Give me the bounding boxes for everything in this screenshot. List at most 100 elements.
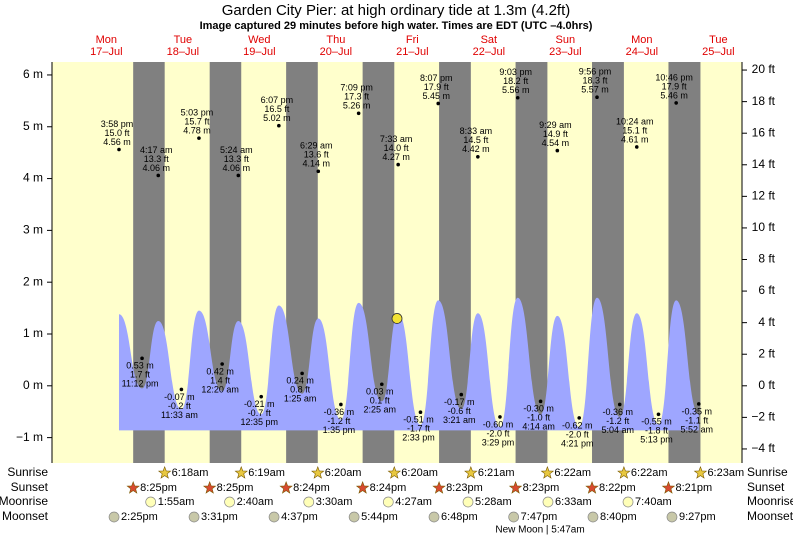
sunrise-icon [387, 465, 402, 479]
row-time: 8:23pm [446, 482, 483, 494]
y2-tick-label: 8 ft [758, 252, 775, 266]
tide-label: 12:20 am [201, 384, 239, 394]
tide-label: 5.46 m [660, 90, 688, 100]
tide-label: 3:29 pm [482, 437, 515, 447]
moonrise-icon [224, 496, 235, 508]
y2-tick-label: 2 ft [758, 346, 775, 360]
tide-label: 10:24 am [616, 116, 654, 126]
tide-label: 4.42 m [462, 144, 490, 154]
row-time: 6:18am [172, 467, 209, 479]
y-tick-label: 4 m [23, 171, 43, 185]
y-tick-label: 5 m [23, 119, 43, 133]
low-tide-dot [538, 399, 543, 404]
tide-label: -0.30 m [523, 404, 554, 414]
y2-tick-label: 16 ft [752, 125, 776, 139]
tide-label: 4:14 am [522, 422, 555, 432]
row-time: 3:31pm [201, 511, 238, 523]
tide-label: 4.06 m [142, 163, 170, 173]
sunrise-icon [157, 465, 172, 479]
high-tide-dot [476, 155, 480, 159]
high-tide-dot [674, 101, 678, 105]
tide-label: -1.2 ft [327, 416, 351, 426]
row-label: Moonset [2, 509, 49, 523]
tide-label: 9:29 am [539, 120, 572, 130]
tide-label: 14.9 ft [543, 129, 569, 139]
tide-label: 5:52 am [681, 424, 714, 434]
y2-tick-label: 14 ft [752, 157, 776, 171]
y-tick-label: 2 m [23, 274, 43, 288]
low-tide-dot [339, 402, 343, 407]
y2-tick-label: −4 ft [751, 441, 775, 455]
high-tide-dot [356, 111, 361, 116]
tide-label: 4:17 am [140, 145, 173, 155]
tide-label: 9:56 pm [579, 67, 612, 77]
row-time: 7:40am [635, 496, 672, 508]
row-time: 2:40am [237, 496, 274, 508]
row-time: 6:23am [707, 467, 744, 479]
tide-label: 9:03 pm [499, 67, 532, 77]
sunset-icon [126, 480, 140, 494]
high-tide-dot [316, 169, 321, 174]
date-label: 24–Jul [626, 46, 658, 58]
low-tide-dot [617, 402, 622, 407]
date-label: 25–Jul [702, 46, 734, 58]
row-time: 8:22pm [599, 482, 636, 494]
tide-label: 5.02 m [263, 113, 291, 123]
high-tide-dot [634, 145, 639, 149]
sunrise-icon [540, 465, 555, 479]
chart-subtitle: Image captured 29 minutes before high wa… [200, 20, 593, 32]
tide-label: -0.36 m [324, 407, 355, 417]
row-time: 5:28am [475, 496, 512, 508]
date-label: 20–Jul [320, 46, 352, 58]
row-time: 6:33am [555, 496, 592, 508]
y2-tick-label: 4 ft [758, 315, 775, 329]
tide-label: 7:33 am [380, 134, 413, 144]
tide-label: 11:12 pm [122, 379, 159, 389]
moonrise-icon [622, 496, 634, 508]
row-time: 6:20am [325, 467, 362, 479]
y2-tick-label: 12 ft [752, 189, 776, 203]
low-tide-dot [300, 371, 304, 376]
y2-tick-label: 6 ft [758, 283, 775, 297]
tide-label: 13.3 ft [144, 154, 170, 164]
high-tide-dot [595, 95, 599, 100]
row-time: 4:37pm [281, 511, 318, 523]
moonset-icon [268, 511, 280, 523]
tide-label: 0.53 m [126, 361, 154, 371]
moonset-icon [508, 511, 520, 523]
tide-label: 17.9 ft [424, 82, 450, 92]
tide-curve [118, 297, 699, 430]
tide-label: 8:07 pm [420, 73, 453, 83]
sunrise-icon [311, 465, 325, 479]
tide-label: -0.62 m [562, 420, 593, 430]
y2-tick-label: 18 ft [752, 94, 776, 108]
day-label: Wed [248, 34, 270, 46]
y-tick-label: 1 m [23, 326, 43, 340]
tide-label: 2:33 pm [402, 433, 435, 443]
row-time: 9:27pm [679, 511, 716, 523]
row-time: 6:19am [248, 467, 285, 479]
tide-label: 1:25 am [284, 394, 317, 404]
sunset-icon [355, 480, 370, 494]
y2-tick-label: 0 ft [758, 378, 775, 392]
tide-label: -1.7 ft [407, 424, 431, 434]
tide-label: 8:33 am [460, 126, 493, 136]
row-time: 8:25pm [140, 482, 177, 494]
row-time: 5:44pm [361, 511, 398, 523]
tide-label: 6:29 am [300, 141, 333, 151]
tide-label: 0.03 m [366, 387, 394, 397]
high-tide-dot [117, 147, 121, 152]
row-label: Moonrise [0, 494, 48, 508]
row-time: 6:20am [401, 467, 438, 479]
tide-label: 4.78 m [183, 126, 211, 136]
low-tide-dot [459, 392, 464, 397]
high-tide-dot [277, 123, 281, 128]
tide-label: -0.07 m [164, 392, 195, 402]
tide-label: 13.3 ft [224, 154, 250, 164]
moonset-icon [587, 511, 599, 523]
moonset-icon [666, 511, 678, 523]
tide-label: 13.6 ft [304, 150, 330, 160]
tide-label: 1.4 ft [210, 375, 231, 385]
tide-label: -0.51 m [403, 415, 434, 425]
row-time: 8:24pm [370, 482, 407, 494]
